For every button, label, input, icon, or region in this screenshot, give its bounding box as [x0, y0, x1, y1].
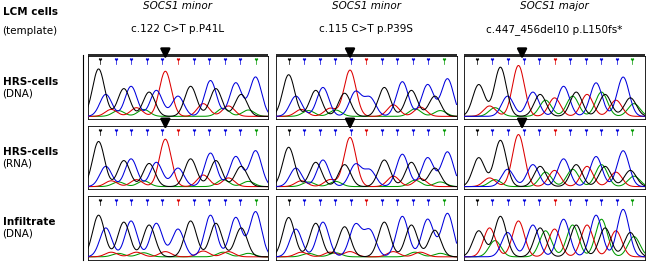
Text: SOCS1 major: SOCS1 major	[520, 1, 589, 11]
Text: c.122 C>T p.P41L: c.122 C>T p.P41L	[131, 24, 224, 34]
Text: SOCS1 minor: SOCS1 minor	[144, 1, 213, 11]
Text: (RNA): (RNA)	[3, 158, 32, 169]
Text: (template): (template)	[3, 26, 58, 37]
Text: Infiltrate: Infiltrate	[3, 217, 55, 227]
Text: c.447_456del10 p.L150fs*: c.447_456del10 p.L150fs*	[486, 24, 623, 35]
Text: (DNA): (DNA)	[3, 229, 34, 239]
Text: HRS-cells: HRS-cells	[3, 147, 58, 157]
Text: HRS-cells: HRS-cells	[3, 77, 58, 87]
Text: LCM cells: LCM cells	[3, 7, 58, 17]
Text: c.115 C>T p.P39S: c.115 C>T p.P39S	[319, 24, 413, 34]
Text: (DNA): (DNA)	[3, 88, 34, 98]
Text: SOCS1 minor: SOCS1 minor	[332, 1, 401, 11]
